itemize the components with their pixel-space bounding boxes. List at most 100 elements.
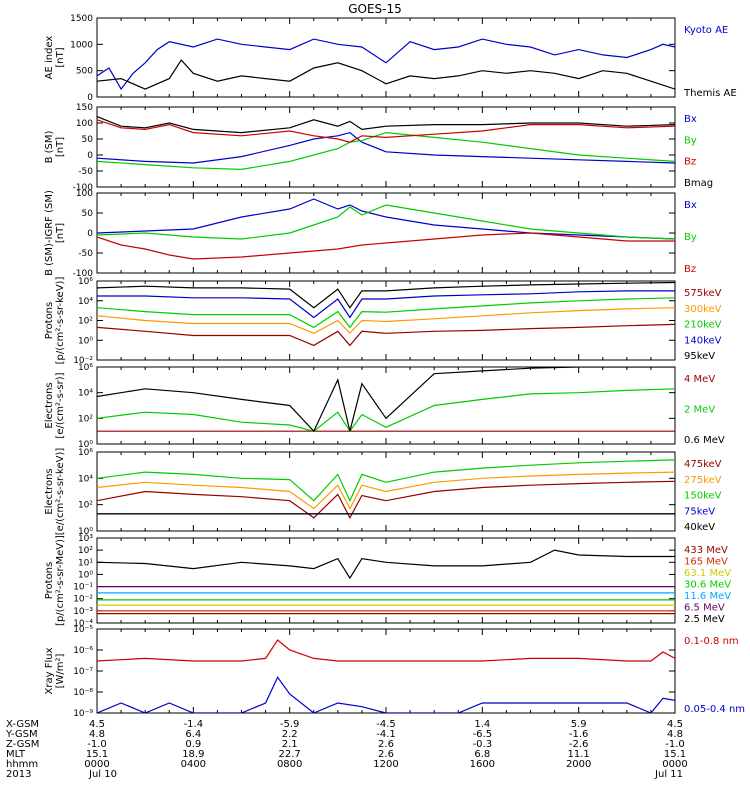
panel-frame bbox=[96, 106, 676, 188]
panel-xray: 10⁻⁹ 10⁻⁸ 10⁻⁷ 10⁻⁶ 10⁻⁵ Xray Flux [W/m²] 0.1-0… bbox=[44, 625, 745, 719]
y-tick-label: 10⁰ bbox=[78, 336, 93, 346]
panel-frame bbox=[96, 366, 676, 445]
y-axis-label: B (SM) bbox=[44, 130, 55, 163]
legend-label: Bz bbox=[684, 264, 696, 275]
y-tick-label: 0 bbox=[87, 151, 93, 161]
y-axis-label: [p/(cm²-s-sr-MeV)] bbox=[55, 535, 66, 626]
y-tick-label: 10⁻⁶ bbox=[73, 646, 93, 656]
legend-label: 150keV bbox=[684, 491, 722, 502]
y-tick-label: 10⁻² bbox=[73, 356, 93, 366]
axis-value: 4.8 bbox=[667, 729, 683, 740]
legend-label: Bx bbox=[684, 200, 697, 211]
y-tick-label: 10⁻⁴ bbox=[73, 619, 93, 629]
y-tick-label: 150 bbox=[76, 103, 93, 113]
y-axis-label: Protons bbox=[44, 562, 55, 599]
axis-value: 6.4 bbox=[185, 729, 201, 740]
y-tick-label: 10⁻² bbox=[73, 595, 93, 605]
y-tick-label: 100 bbox=[76, 119, 93, 129]
panel-frame bbox=[96, 537, 676, 624]
axis-value: 5.9 bbox=[571, 719, 587, 730]
axis-value: 0400 bbox=[181, 759, 206, 770]
panel-ae: 0 500 1000 1500 AE index [nT] Kyoto AE Themis A… bbox=[44, 14, 737, 103]
legend-label: 2 MeV bbox=[684, 405, 715, 416]
y-tick-label: 10⁻⁹ bbox=[73, 709, 93, 719]
axis-value: 11.1 bbox=[568, 749, 590, 760]
axis-value: -1.6 bbox=[569, 729, 589, 740]
y-axis-label: B (SM)-IGRF (SM) bbox=[44, 190, 55, 276]
series-line bbox=[97, 639, 675, 662]
legend-label: 4 MeV bbox=[684, 374, 715, 385]
axis-value: 1.4 bbox=[474, 719, 490, 730]
axis-value: Jul 10 bbox=[88, 769, 117, 780]
series-line bbox=[97, 307, 675, 335]
axis-value: 0.9 bbox=[185, 739, 201, 750]
series-line bbox=[97, 323, 675, 347]
y-tick-label: 10⁻⁷ bbox=[73, 667, 93, 677]
legend-label: 575keV bbox=[684, 288, 722, 299]
y-tick-label: 10² bbox=[78, 317, 93, 327]
panel-bigrf: -100 -50 0 50 100 B (SM)-IGRF (SM) [nT] Bx By Bz bbox=[44, 189, 697, 279]
legend-label: Bx bbox=[684, 114, 697, 125]
y-tick-label: -50 bbox=[78, 249, 93, 259]
panel-frame bbox=[96, 280, 676, 361]
legend-label: Bmag bbox=[684, 178, 713, 189]
axis-value: 2.1 bbox=[282, 739, 298, 750]
y-tick-label: 10⁴ bbox=[78, 389, 93, 399]
axis-value: -1.0 bbox=[87, 739, 107, 750]
y-tick-label: 10⁻⁸ bbox=[73, 688, 93, 698]
series-line bbox=[97, 297, 675, 329]
axis-value: -6.5 bbox=[473, 729, 493, 740]
axis-value: -1.4 bbox=[184, 719, 204, 730]
axis-value: 4.5 bbox=[667, 719, 683, 730]
panel-electrons2: 10⁰ 10² 10⁴ 10⁶ Electrons [e/(cm²-s-sr-keV)] 4… bbox=[44, 448, 722, 537]
y-tick-label: 50 bbox=[82, 135, 94, 145]
axis-value: 4.5 bbox=[89, 719, 105, 730]
legend-label: 433 MeV bbox=[684, 545, 728, 556]
legend-label: 30.6 MeV bbox=[684, 580, 731, 591]
y-tick-label: 10² bbox=[78, 414, 93, 424]
row-label: Y-GSM bbox=[5, 729, 38, 740]
y-tick-label: 10¹ bbox=[78, 558, 93, 568]
y-tick-label: -100 bbox=[73, 269, 94, 279]
series-line bbox=[97, 232, 675, 260]
series-line bbox=[97, 119, 675, 143]
y-tick-label: 100 bbox=[76, 189, 93, 199]
panel-protons1: 10⁻² 10⁰ 10² 10⁴ 10⁶ Protons [p/(cm²-s-sr-keV)… bbox=[44, 277, 722, 366]
y-axis-label: [p/(cm²-s-sr-keV)] bbox=[55, 277, 66, 365]
y-axis-label: [e/(cm²-s-sr-keV)] bbox=[55, 448, 66, 536]
series-line bbox=[97, 116, 675, 134]
y-axis-label: [nT] bbox=[55, 47, 66, 67]
y-tick-label: 500 bbox=[76, 67, 93, 77]
y-tick-label: 10⁻³ bbox=[73, 607, 93, 617]
axis-value: 2.6 bbox=[378, 739, 394, 750]
axis-value: -4.5 bbox=[376, 719, 396, 730]
series-line bbox=[97, 131, 675, 164]
axis-value: -5.9 bbox=[280, 719, 300, 730]
y-tick-label: 1000 bbox=[70, 40, 93, 50]
orbit-axis-table: X-GSMY-GSMZ-GSMMLThhmm20134.54.8-1.015.1… bbox=[5, 719, 688, 780]
series-line bbox=[97, 549, 675, 580]
y-tick-label: 10⁰ bbox=[78, 440, 93, 450]
y-tick-label: 0 bbox=[87, 93, 93, 103]
axis-value: 2000 bbox=[566, 759, 591, 770]
y-tick-label: 10⁶ bbox=[78, 448, 93, 458]
axis-value: -2.6 bbox=[569, 739, 589, 750]
series-line bbox=[97, 198, 675, 240]
y-tick-label: 10⁻¹ bbox=[73, 583, 93, 593]
axis-value: Jul 11 bbox=[654, 769, 683, 780]
legend-label: 275keV bbox=[684, 475, 722, 486]
legend-label: 300keV bbox=[684, 304, 722, 315]
y-tick-label: 10⁰ bbox=[78, 570, 93, 580]
y-tick-label: 10⁴ bbox=[78, 474, 93, 484]
row-label: hhmm bbox=[6, 759, 38, 770]
axis-value: -0.3 bbox=[473, 739, 493, 750]
axis-value: 0000 bbox=[84, 759, 109, 770]
panel-protons2: 10⁻⁴ 10⁻³ 10⁻² 10⁻¹ 10⁰ 10¹ 10² 10³ Protons [p/(c… bbox=[44, 534, 731, 629]
legend-label: 140keV bbox=[684, 335, 722, 346]
y-tick-label: 10⁶ bbox=[78, 363, 93, 373]
y-axis-label: Protons bbox=[44, 302, 55, 339]
axis-value: 6.8 bbox=[474, 749, 490, 760]
series-line bbox=[97, 459, 675, 503]
y-tick-label: 50 bbox=[82, 209, 94, 219]
